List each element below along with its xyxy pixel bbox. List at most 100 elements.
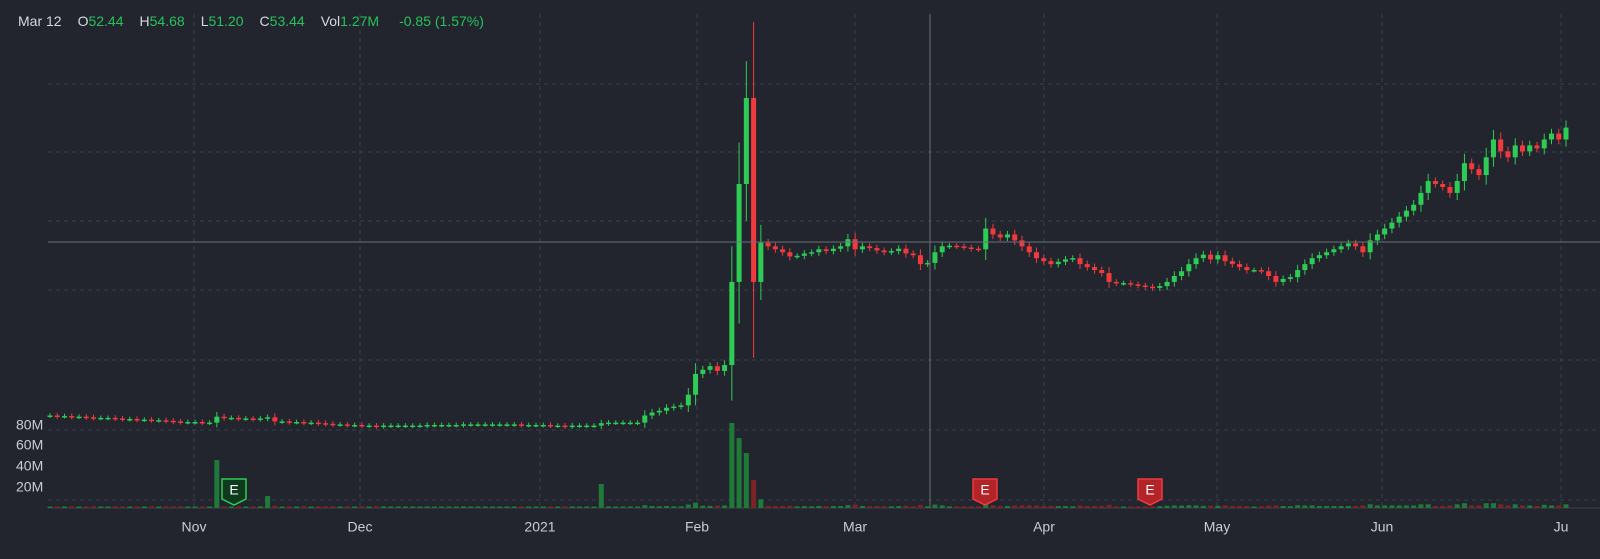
candle [1396,211,1402,228]
candle-body [1280,278,1286,282]
volume-bar [627,506,633,508]
volume-bar [975,506,981,508]
candle-body [265,417,271,419]
candle [47,413,53,418]
candle-body [1019,240,1025,247]
candle-body [395,425,401,428]
volume-bar [765,505,771,508]
volume-bar [91,506,97,508]
candle [1440,180,1446,191]
candle [1331,245,1337,256]
volume-bar [468,506,474,508]
candle [1432,177,1438,188]
candle-body [743,97,749,184]
volume-bar [323,506,329,508]
candle [758,224,764,300]
volume-bar [577,506,583,508]
candle [1171,271,1177,287]
volume-bar [149,506,155,508]
candle [990,223,996,240]
candle [794,253,800,260]
candle-body [424,424,430,427]
candle [120,415,126,422]
candle-body [772,246,778,250]
earnings-badge [972,478,998,506]
candle [1360,241,1366,258]
volume-bar [511,506,517,508]
volume-tick-label: 80M [16,417,43,433]
candle [751,21,757,358]
candle-body [547,424,553,427]
candle-body [1505,151,1511,158]
volume-axis: 80M 60M 40M 20M [16,417,43,495]
volume-bar [1534,505,1540,508]
volume-bar [1164,505,1170,508]
volume-bar [1106,504,1112,508]
candle-body [1309,258,1315,265]
candle [903,244,909,258]
candle [1128,280,1134,288]
candle-body [613,422,619,425]
crosshair [48,14,1600,508]
candle-body [598,423,604,426]
volume-bar [1121,506,1127,508]
candle-body [1490,139,1496,158]
volume-bar [504,506,510,508]
grid-lines [48,14,1600,509]
volume-bar [888,506,894,508]
candle [294,419,300,425]
candle-body [635,422,641,425]
candle-body [373,425,379,428]
candle [1215,251,1221,264]
candle [1280,275,1286,286]
candle [1244,263,1250,274]
candle [845,233,851,252]
volume-bar [722,505,728,508]
legend-open: O52.44 [78,13,124,29]
volume-bar [838,506,844,508]
candle-body [1055,261,1061,265]
candle-body [1403,210,1409,217]
candle [1418,185,1424,212]
candle-body [185,422,191,424]
candle [214,411,220,428]
candle [722,360,728,376]
candle-body [1374,234,1380,241]
volume-bar [1179,505,1185,508]
time-axis: Nov Dec 2021 Feb Mar Apr May Jun Ju [182,519,1569,535]
volume-bar [98,506,104,508]
candle [199,419,205,426]
candle-body [163,420,169,422]
candle [910,250,916,259]
candle [1258,267,1264,275]
candle-body [562,425,568,428]
candle-body [1476,169,1482,176]
candle [468,422,474,427]
candle-body [1382,228,1388,235]
candle-body [1527,145,1533,152]
volume-bar [707,505,713,508]
volume-bar [359,506,365,508]
candles [47,21,1569,429]
candle-body [1215,255,1221,260]
volume-bar [424,506,430,508]
volume-bar [286,506,292,508]
candle [685,388,691,413]
volume-bar [547,506,553,508]
volume-bar [591,506,597,508]
candle-body [714,366,720,371]
candle [606,419,612,426]
candle [518,421,524,428]
candle-body [120,418,126,420]
candle [1157,283,1163,291]
volume-bar [1251,506,1257,508]
candle [823,246,829,255]
candle-body [1128,283,1134,285]
candle [1041,254,1047,265]
candle [881,247,887,256]
volume-bar [1229,505,1235,508]
candle-body [620,422,626,425]
